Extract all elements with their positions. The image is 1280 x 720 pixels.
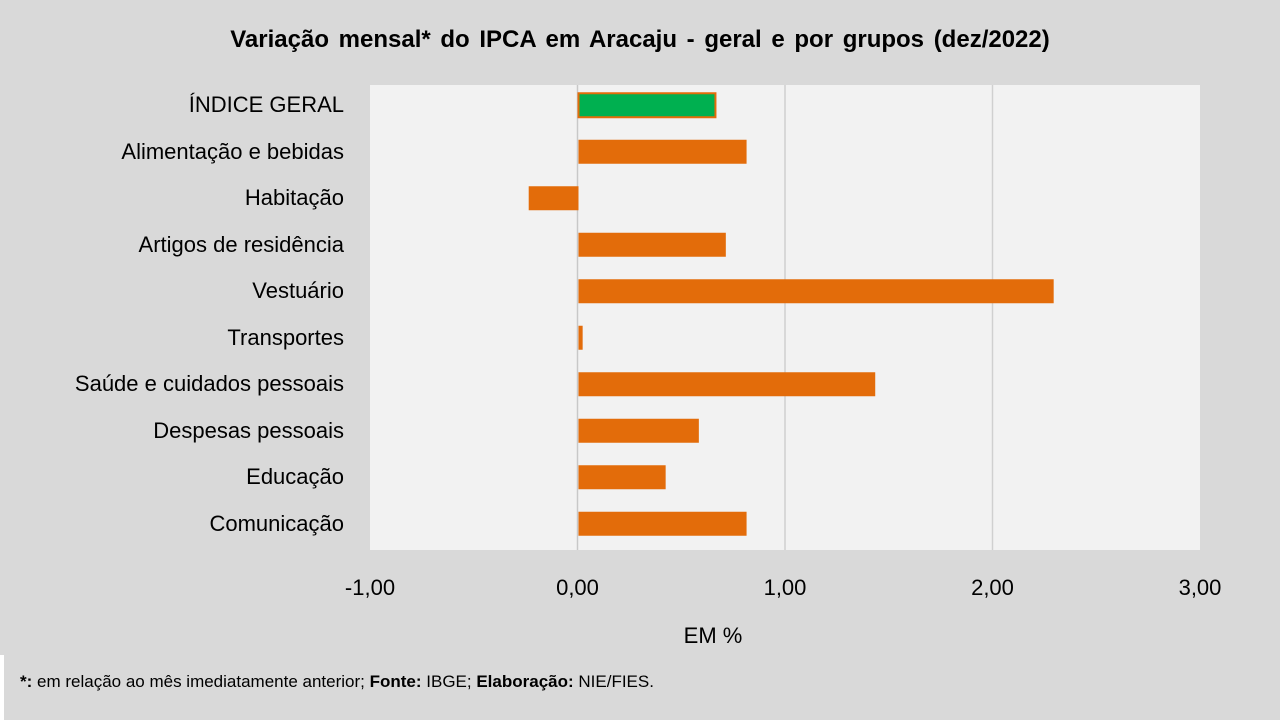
- category-label: Vestuário: [252, 278, 344, 304]
- bar: [578, 232, 726, 257]
- footer-note-text: em relação ao mês imediatamente anterior…: [32, 672, 370, 691]
- category-label: Comunicação: [209, 510, 344, 536]
- category-label: ÍNDICE GERAL: [188, 92, 344, 118]
- bar: [578, 372, 876, 397]
- bar: [577, 92, 717, 119]
- bar: [578, 418, 699, 443]
- x-tick-label: 0,00: [556, 575, 599, 600]
- bar: [578, 139, 747, 164]
- category-label: Habitação: [244, 185, 344, 211]
- chart-title: Variação mensal* do IPCA em Aracaju - ge…: [230, 26, 1050, 53]
- x-tick-label: 2,00: [971, 575, 1014, 600]
- bar: [578, 325, 583, 350]
- footer-elab-label: Elaboração:: [476, 672, 574, 691]
- bar: [578, 279, 1054, 304]
- x-tick-label: 3,00: [1178, 575, 1222, 600]
- footer-source-label: Fonte:: [369, 672, 422, 691]
- footer-source: IBGE;: [421, 672, 477, 691]
- bar: [578, 511, 747, 536]
- footer-elab: NIE/FIES.: [573, 672, 654, 691]
- footer-star: *:: [20, 672, 33, 691]
- x-tick-label: -1,00: [344, 575, 396, 600]
- category-label: Despesas pessoais: [153, 417, 344, 443]
- category-label: Alimentação e bebidas: [121, 138, 344, 164]
- footer-note: *: em relação ao mês imediatamente anter…: [20, 672, 654, 692]
- category-label: Saúde e cuidados pessoais: [74, 371, 344, 397]
- category-label: Educação: [246, 464, 344, 490]
- category-label: Artigos de residência: [138, 231, 344, 257]
- footer-strip: [0, 655, 4, 720]
- x-axis-label: EM %: [683, 623, 743, 648]
- category-label: Transportes: [227, 324, 344, 350]
- bar: [578, 465, 666, 490]
- x-tick-label: 1,00: [763, 575, 807, 600]
- bar: [528, 186, 579, 211]
